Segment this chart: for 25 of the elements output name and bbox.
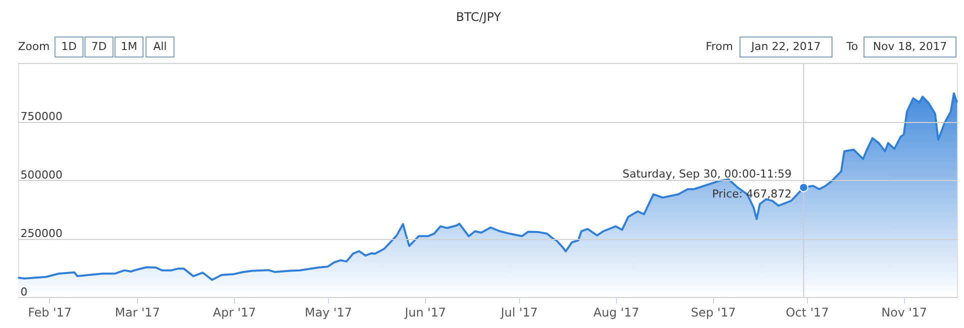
text: 1D	[61, 40, 77, 53]
text: 7D	[91, 40, 107, 53]
x-tick-label: Nov '17	[881, 306, 928, 320]
y-tick-label: 250000	[20, 227, 62, 240]
text: From	[706, 40, 733, 53]
text: 1M	[120, 40, 138, 53]
x-tick-label: May '17	[304, 306, 352, 320]
y-tick-label: 750000	[20, 110, 62, 123]
x-tick-label: Mar '17	[114, 306, 160, 320]
text: To	[845, 40, 858, 53]
x-tick-label: Aug '17	[593, 306, 640, 320]
x-tick-label: Sep '17	[690, 306, 736, 320]
annotation: Saturday, Sep 30, 00:00-11:59 Price: 467,872	[622, 168, 792, 201]
text: Nov 18, 2017	[873, 40, 947, 53]
x-tick-label: Oct '17	[786, 306, 829, 320]
text: All	[153, 40, 167, 53]
x-tick-label: Jul '17	[500, 306, 538, 320]
x-tick-label: Apr '17	[212, 306, 256, 320]
y-tick-label: 0	[20, 286, 28, 298]
text: Zoom	[18, 40, 50, 53]
text: Jan 22, 2017	[750, 40, 821, 53]
x-tick-label: Jun '17	[404, 306, 446, 320]
y-tick-label: 500000	[20, 168, 62, 182]
x-tick-label: Feb '17	[28, 306, 72, 320]
chart-title: BTC/JPY	[456, 10, 502, 24]
